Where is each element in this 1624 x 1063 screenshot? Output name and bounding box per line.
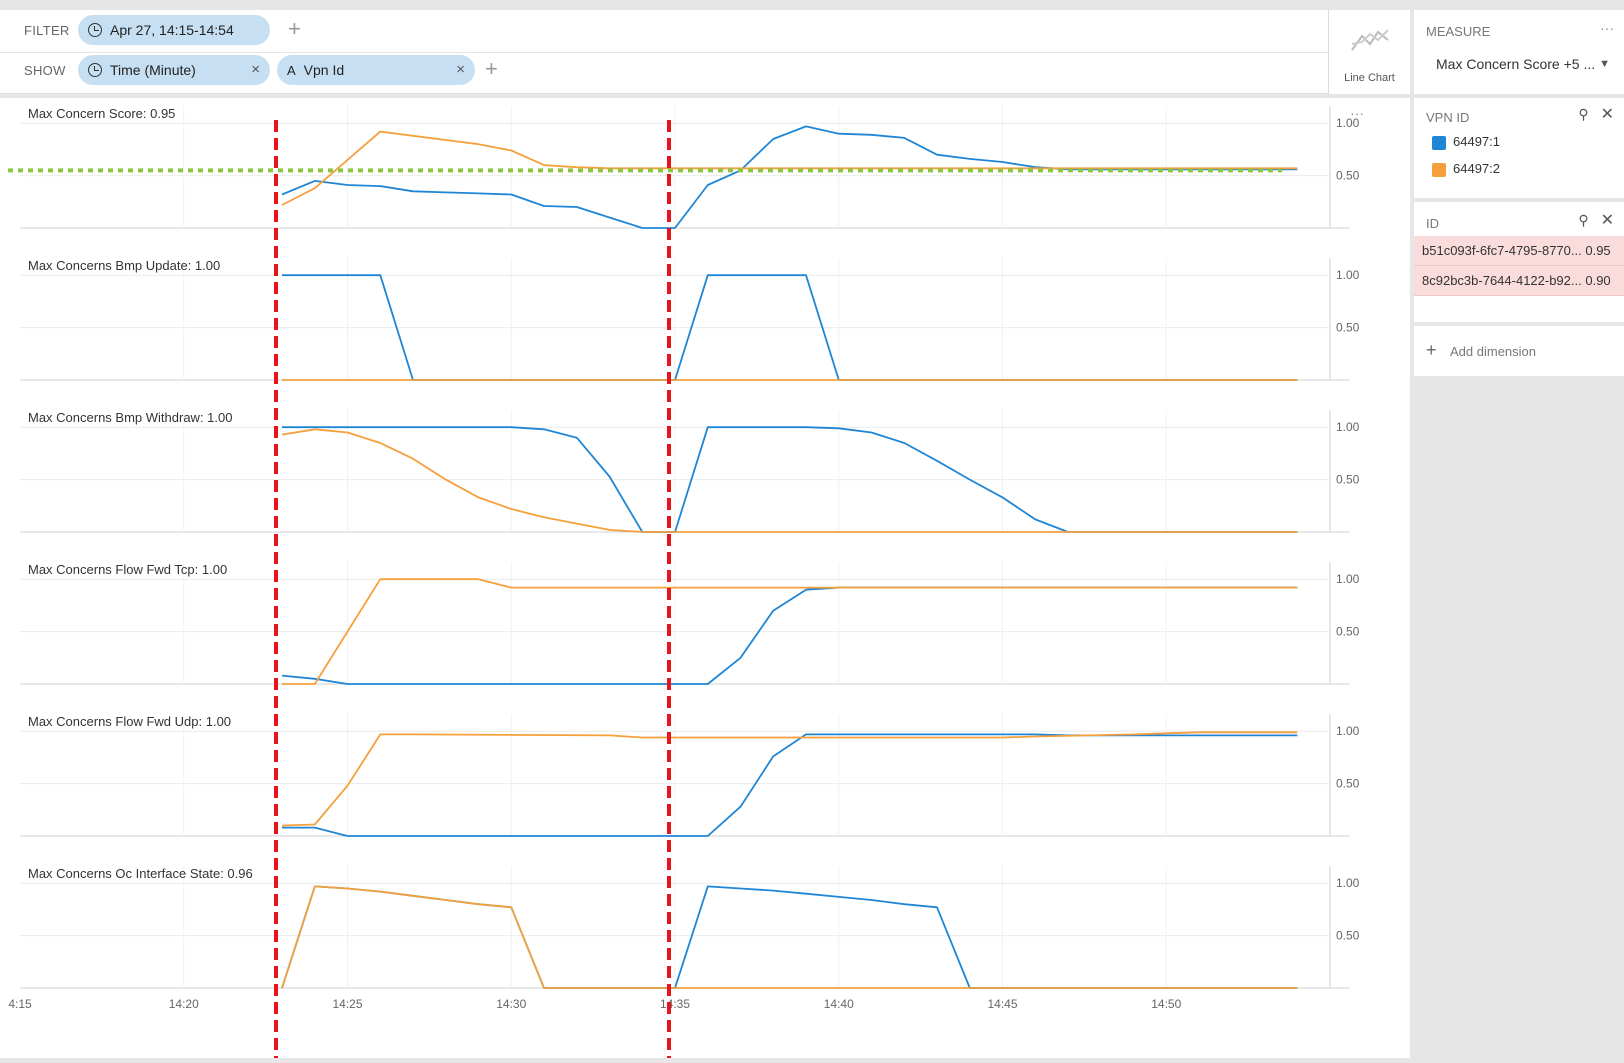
series-line-64497-2 xyxy=(281,130,1298,206)
measure-selected-label: Max Concern Score +5 ... xyxy=(1436,56,1596,72)
search-icon[interactable]: ⚲ xyxy=(1578,106,1589,122)
series-line-64497-1 xyxy=(281,885,1298,989)
measure-menu-icon[interactable]: ··· xyxy=(1600,20,1614,36)
chart-area: 1.00 0.50 Max Concern Score: 0.95 1.00 0.50 M… xyxy=(0,98,1410,1058)
id-row-value: 0.90 xyxy=(1585,273,1611,288)
y-tick-label: 1.00 xyxy=(1336,268,1360,282)
series-line-64497-1 xyxy=(282,426,1298,533)
string-dimension-icon: A xyxy=(287,62,296,78)
measure-select[interactable]: Max Concern Score +5 ... ▼ xyxy=(1424,46,1616,82)
id-row-id: 8c92bc3b-7644-4122-b92... xyxy=(1422,273,1582,288)
panel-title: Max Concerns Oc Interface State: 0.96 xyxy=(28,866,253,881)
x-tick-label: 14:20 xyxy=(169,997,199,1011)
chevron-down-icon: ▼ xyxy=(1599,58,1610,70)
filter-time-label: Apr 27, 14:15-14:54 xyxy=(110,22,234,38)
y-tick-label: 0.50 xyxy=(1336,321,1360,335)
legend-label: 64497:1 xyxy=(1453,134,1500,149)
search-icon[interactable]: ⚲ xyxy=(1578,212,1589,228)
x-tick-label: 14:35 xyxy=(660,997,690,1011)
x-tick-label: 14:45 xyxy=(987,997,1017,1011)
y-tick-label: 0.50 xyxy=(1336,473,1360,487)
remove-vpn-pill-icon[interactable]: × xyxy=(456,61,465,78)
id-panel-icons: ⚲ ✕ xyxy=(1578,210,1614,230)
id-row-value: 0.95 xyxy=(1585,243,1611,258)
right-panel: MEASURE ··· Max Concern Score +5 ... ▼ V… xyxy=(1414,10,1624,1058)
remove-time-pill-icon[interactable]: × xyxy=(251,61,260,78)
plus-icon: + xyxy=(1426,340,1437,360)
panel-title: Max Concerns Flow Fwd Tcp: 1.00 xyxy=(28,562,227,577)
panel-title: Max Concerns Bmp Withdraw: 1.00 xyxy=(28,410,232,425)
series-line-64497-2 xyxy=(282,578,1298,685)
series-line-64497-1 xyxy=(282,274,1298,381)
vpn-id-panel: VPN ID ⚲ ✕ 64497:1 64497:2 xyxy=(1414,98,1624,198)
measure-title: MEASURE xyxy=(1426,24,1491,39)
visualization-label: Line Chart xyxy=(1344,72,1395,84)
y-tick-label: 0.50 xyxy=(1336,777,1360,791)
id-row[interactable]: 8c92bc3b-7644-4122-b92... 0.90 xyxy=(1414,266,1624,296)
close-icon[interactable]: ✕ xyxy=(1600,106,1614,123)
y-tick-label: 0.50 xyxy=(1336,169,1360,183)
x-tick-label: 4:15 xyxy=(8,997,32,1011)
add-dimension-panel[interactable]: + Add dimension xyxy=(1414,326,1624,376)
legend-swatch xyxy=(1432,162,1446,177)
x-tick-label: 14:30 xyxy=(496,997,526,1011)
x-tick-label: 14:25 xyxy=(332,997,362,1011)
series-line-64497-1 xyxy=(281,125,1298,229)
y-tick-label: 1.00 xyxy=(1336,572,1360,586)
panel-title: Max Concern Score: 0.95 xyxy=(28,106,175,121)
show-label: SHOW xyxy=(24,63,66,78)
divider xyxy=(0,52,1328,53)
x-tick-label: 14:40 xyxy=(824,997,854,1011)
panel-title: Max Concerns Bmp Update: 1.00 xyxy=(28,258,220,273)
vpn-panel-icons: ⚲ ✕ xyxy=(1578,104,1614,124)
y-tick-label: 1.00 xyxy=(1336,724,1360,738)
vpn-id-title: VPN ID xyxy=(1426,110,1470,125)
id-title: ID xyxy=(1426,216,1439,231)
legend-item-64497-2[interactable]: 64497:2 xyxy=(1432,161,1500,177)
y-tick-label: 1.00 xyxy=(1336,116,1360,130)
legend-swatch xyxy=(1432,135,1446,150)
add-split-button[interactable]: + xyxy=(485,56,498,81)
id-row-id: b51c093f-6fc7-4795-8770... xyxy=(1422,243,1582,258)
clock-icon xyxy=(88,23,102,37)
y-tick-label: 0.50 xyxy=(1336,929,1360,943)
y-tick-label: 1.00 xyxy=(1336,876,1360,890)
clock-icon xyxy=(88,63,102,77)
series-line-64497-2 xyxy=(281,731,1298,827)
series-line-64497-1 xyxy=(281,586,1298,685)
filter-time-pill[interactable]: Apr 27, 14:15-14:54 xyxy=(78,15,270,45)
line-chart-icon xyxy=(1351,29,1389,51)
legend-item-64497-1[interactable]: 64497:1 xyxy=(1432,134,1500,150)
show-vpn-label: Vpn Id xyxy=(303,62,345,78)
measure-panel: MEASURE ··· Max Concern Score +5 ... ▼ xyxy=(1414,10,1624,94)
id-panel: ID ⚲ ✕ b51c093f-6fc7-4795-8770... 0.95 8c… xyxy=(1414,202,1624,322)
series-line-64497-2 xyxy=(281,428,1298,533)
series-line-64497-1 xyxy=(282,733,1298,837)
id-row[interactable]: b51c093f-6fc7-4795-8770... 0.95 xyxy=(1414,236,1624,266)
query-bar: FILTER Apr 27, 14:15-14:54 + SHOW Time (… xyxy=(0,10,1410,94)
show-time-label: Time (Minute) xyxy=(110,62,196,78)
panel-title: Max Concerns Flow Fwd Udp: 1.00 xyxy=(28,714,231,729)
close-icon[interactable]: ✕ xyxy=(1600,212,1614,229)
visualization-selector[interactable]: Line Chart xyxy=(1328,10,1410,94)
series-line-64497-2 xyxy=(281,885,1298,989)
y-tick-label: 1.00 xyxy=(1336,420,1360,434)
filter-label: FILTER xyxy=(24,23,70,38)
y-tick-label: 0.50 xyxy=(1336,625,1360,639)
line-chart: 1.00 0.50 Max Concern Score: 0.95 1.00 0.50 M… xyxy=(8,105,1364,1058)
legend-label: 64497:2 xyxy=(1453,161,1500,176)
x-tick-label: 14:50 xyxy=(1151,997,1181,1011)
panel-menu-icon[interactable]: ··· xyxy=(1350,105,1364,121)
add-filter-button[interactable]: + xyxy=(288,16,301,41)
show-vpn-pill[interactable]: A Vpn Id × xyxy=(277,55,475,85)
show-time-pill[interactable]: Time (Minute) × xyxy=(78,55,270,85)
add-dimension-label: Add dimension xyxy=(1450,344,1536,359)
